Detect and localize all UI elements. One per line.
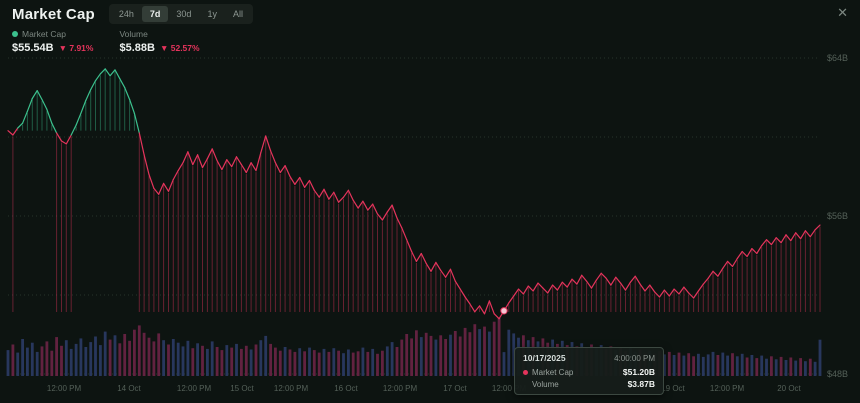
axis-labels: $64B $56B $48B 12:00 PM 14 Oct 12:00 PM 15 Oct… (47, 53, 848, 393)
time-range-selector: 24h 7d 30d 1y All (108, 4, 253, 24)
market-cap-change: ▼ 7.91% (58, 43, 94, 53)
range-button-24h[interactable]: 24h (111, 6, 142, 22)
market-cap-value: $55.54B (12, 42, 54, 54)
range-button-30d[interactable]: 30d (168, 6, 199, 22)
market-cap-line (7, 68, 821, 320)
tooltip-time: 4:00:00 PM (614, 354, 655, 363)
x-axis-label: 20 Oct (777, 384, 801, 393)
tooltip-market-cap-label: Market Cap (532, 367, 574, 377)
volume-change: ▼ 52.57% (159, 43, 200, 53)
tooltip-market-cap-dot (523, 369, 528, 375)
x-axis-label: 12:00 PM (47, 384, 82, 393)
hover-marker-dot (500, 307, 508, 315)
chart-tooltip: 10/17/2025 4:00:00 PM Market Cap $51.20B… (514, 347, 664, 395)
range-button-all[interactable]: All (225, 6, 251, 22)
legend-market-cap: Market Cap $55.54B ▼ 7.91% (12, 29, 93, 54)
x-axis-label: 15 Oct (230, 384, 254, 393)
chart-legend: Market Cap $55.54B ▼ 7.91% Volume $5.88B… (12, 29, 200, 54)
x-axis-label: 12:00 PM (177, 384, 212, 393)
y-axis-label: $56B (827, 211, 848, 221)
page-title: Market Cap (12, 5, 95, 23)
volume-bars (6, 318, 822, 376)
range-button-7d[interactable]: 7d (141, 6, 169, 22)
market-cap-legend-label: Market Cap (22, 29, 66, 39)
x-axis-label: 16 Oct (334, 384, 358, 393)
x-axis-label: 14 Oct (117, 384, 141, 393)
y-axis-label: $48B (827, 369, 848, 379)
close-icon[interactable]: ✕ (837, 5, 848, 20)
tooltip-market-cap-value: $51.20B (622, 367, 655, 377)
chart-header: Market Cap 24h 7d 30d 1y All ✕ (0, 0, 860, 28)
market-cap-legend-dot (12, 31, 18, 37)
volume-legend-label: Volume (119, 29, 148, 39)
area-stripes (12, 70, 821, 312)
x-axis-label: 12:00 PM (492, 384, 527, 393)
x-axis-label: 12:00 PM (710, 384, 745, 393)
tooltip-volume-value: $3.87B (627, 379, 655, 389)
tooltip-volume-label: Volume (532, 379, 559, 389)
tooltip-date: 10/17/2025 (523, 353, 566, 363)
x-axis-label: 19 Oct (661, 384, 685, 393)
x-axis-label: 12:00 PM (274, 384, 309, 393)
x-axis-label: 12:00 PM (383, 384, 418, 393)
y-axis-label: $64B (827, 53, 848, 63)
x-axis-label: 17 Oct (443, 384, 467, 393)
volume-value: $5.88B (119, 42, 155, 54)
range-button-1y[interactable]: 1y (199, 6, 225, 22)
legend-volume: Volume $5.88B ▼ 52.57% (119, 29, 199, 54)
